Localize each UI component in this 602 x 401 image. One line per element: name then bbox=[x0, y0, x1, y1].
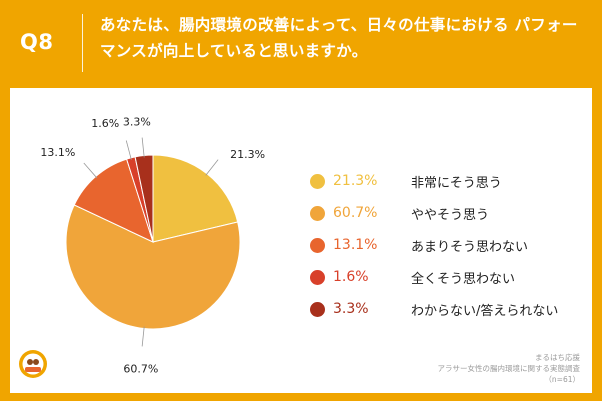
pie-chart: 21.3% 60.7% 13.1% 1.6% 3.3% bbox=[40, 116, 265, 376]
question-number: Q8 bbox=[20, 30, 54, 54]
legend-item: 60.7% ややそう思う bbox=[310, 197, 580, 229]
legend-label: わからない/答えられない bbox=[411, 303, 559, 319]
legend-percent: 60.7% bbox=[333, 205, 378, 221]
legend-item: 13.1% あまりそう思わない bbox=[310, 229, 580, 261]
leader-line bbox=[205, 159, 219, 176]
legend-item: 21.3% 非常にそう思う bbox=[310, 165, 580, 197]
legend-percent: 13.1% bbox=[333, 237, 378, 253]
leader-line bbox=[141, 137, 145, 158]
legend-label: 全くそう思わない bbox=[411, 271, 516, 287]
leader-line bbox=[83, 162, 98, 179]
legend-swatch bbox=[310, 269, 325, 285]
source-line: （n=61） bbox=[544, 375, 580, 384]
legend-item: 1.6% 全くそう思わない bbox=[310, 261, 580, 293]
slice-label: 21.3% bbox=[230, 148, 265, 161]
slice-label: 3.3% bbox=[123, 116, 151, 129]
legend-label: あまりそう思わない bbox=[411, 239, 529, 255]
leader-line bbox=[125, 140, 132, 160]
slice-label: 13.1% bbox=[40, 146, 75, 159]
legend-percent: 3.3% bbox=[333, 301, 369, 317]
legend-label: ややそう思う bbox=[411, 207, 490, 223]
legend-swatch bbox=[310, 205, 325, 221]
legend-swatch bbox=[310, 173, 325, 189]
maruhachi-logo-icon bbox=[19, 350, 47, 378]
legend-item: 3.3% わからない/答えられない bbox=[310, 293, 580, 325]
legend-percent: 21.3% bbox=[333, 173, 378, 189]
source-line: まるはち応援 bbox=[535, 353, 580, 362]
legend-swatch bbox=[310, 237, 325, 253]
legend-label: 非常にそう思う bbox=[411, 175, 502, 191]
leader-line bbox=[141, 326, 145, 347]
legend-swatch bbox=[310, 301, 325, 317]
header-divider bbox=[82, 14, 83, 72]
question-text: あなたは、腸内環境の改善によって、日々の仕事における パフォーマンスが向上してい… bbox=[100, 16, 578, 60]
legend: 21.3% 非常にそう思う 60.7% ややそう思う 13.1% あまりそう思わ… bbox=[310, 165, 580, 325]
slice-label: 60.7% bbox=[123, 362, 158, 375]
legend-percent: 1.6% bbox=[333, 269, 369, 285]
source-line: アラサー女性の腸内環境に関する実態調査 bbox=[437, 364, 581, 373]
chart-card: 21.3% 60.7% 13.1% 1.6% 3.3% 21.3% 非常にそう思う 60… bbox=[10, 88, 592, 393]
source-note: まるはち応援 アラサー女性の腸内環境に関する実態調査 （n=61） bbox=[438, 352, 581, 385]
slice-label: 1.6% bbox=[91, 117, 119, 130]
question-header: Q8 あなたは、腸内環境の改善によって、日々の仕事における パフォーマンスが向上… bbox=[0, 0, 602, 86]
